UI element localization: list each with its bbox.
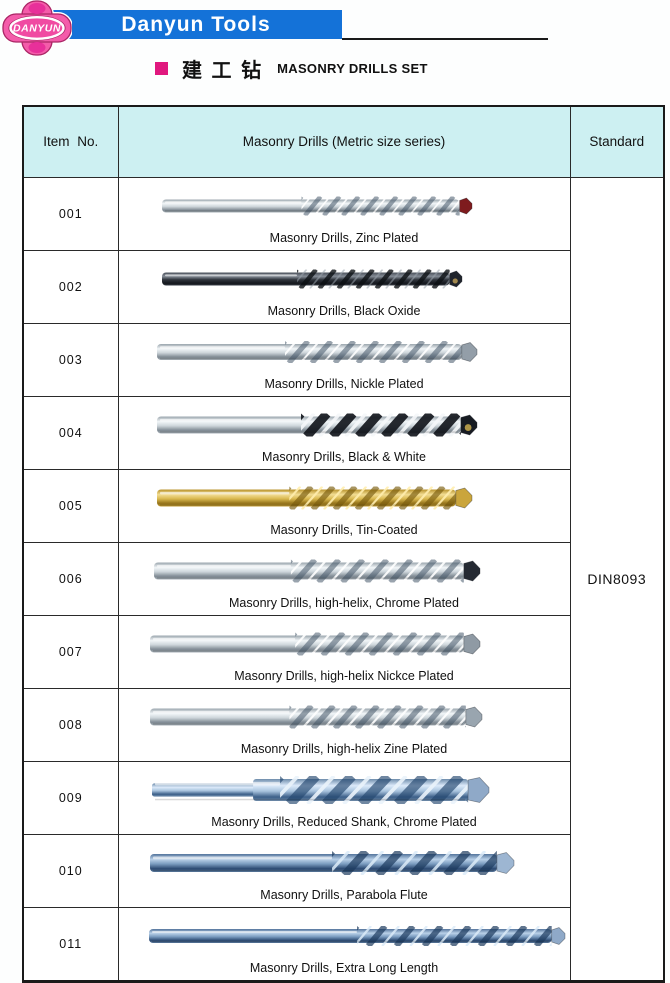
drill-caption: Masonry Drills, Black & White <box>262 449 426 464</box>
drill-caption: Masonry Drills, Black Oxide <box>267 303 421 318</box>
danyun-logo-icon: DANYUN <box>2 0 72 56</box>
subtitle-chinese: 建 工 钻 <box>182 59 264 82</box>
brand-name: Danyun Tools <box>121 12 271 36</box>
table-row-008: 008 Masonry Drills, high-helix Zine Plate… <box>22 687 664 762</box>
item-no-cell: 004 <box>22 395 119 470</box>
brand-bar: Danyun Tools <box>50 10 342 39</box>
table-row-003: 003 Masonry Drills, Nickle Plated <box>22 322 664 397</box>
drill-caption: Masonry Drills, Parabola Flute <box>260 887 428 902</box>
table-row-011: 011 Masonry Drills, Extra Long Length <box>22 906 664 982</box>
table-row-007: 007 Masonry Drills, high-helix Nickce Pla… <box>22 614 664 689</box>
product-cell: Masonry Drills, Black & White <box>117 395 571 470</box>
brand-underline <box>342 38 548 40</box>
drill-caption: Masonry Drills, Tin-Coated <box>270 522 418 537</box>
subtitle-english: MASONRY DRILLS SET <box>277 60 428 76</box>
col-header-main: Masonry Drills (Metric size series) <box>117 105 571 178</box>
product-cell: Masonry Drills, high-helix Zine Plated <box>117 687 571 762</box>
product-cell: Masonry Drills, Extra Long Length <box>117 906 571 982</box>
drill-caption: Masonry Drills, high-helix Zine Plated <box>240 741 448 756</box>
item-no-cell: 002 <box>22 249 119 324</box>
drill-caption: Masonry Drills, high-helix Nickce Plated <box>234 668 454 683</box>
standard-cell: DIN8093 <box>569 176 665 982</box>
bullet-square-icon <box>155 61 168 75</box>
table-row-006: 006 Masonry Drills, high-helix, Chrome Pl… <box>22 541 664 616</box>
drill-caption: Masonry Drills, Extra Long Length <box>249 960 439 975</box>
product-table: Item No. Masonry Drills (Metric size ser… <box>22 105 665 983</box>
drill-caption: Masonry Drills, Zinc Plated <box>269 230 419 245</box>
logo-text: DANYUN <box>13 23 61 35</box>
item-no-cell: 009 <box>22 760 119 835</box>
drill-caption: Masonry Drills, Reduced Shank, Chrome Pl… <box>211 814 477 829</box>
item-no-cell: 007 <box>22 614 119 689</box>
product-cell: Masonry Drills, high-helix Nickce Plated <box>117 614 571 689</box>
product-cell: Masonry Drills, Tin-Coated <box>117 468 571 543</box>
item-no-cell: 005 <box>22 468 119 543</box>
item-no-cell: 001 <box>22 176 119 251</box>
product-cell: Masonry Drills, high-helix, Chrome Plate… <box>117 541 571 616</box>
product-cell: Masonry Drills, Nickle Plated <box>117 322 571 397</box>
product-cell: Masonry Drills, Parabola Flute <box>117 833 571 908</box>
product-cell: Masonry Drills, Zinc Plated <box>117 176 571 251</box>
col-header-item-no: Item No. <box>22 105 119 178</box>
item-no-cell: 008 <box>22 687 119 762</box>
item-no-cell: 011 <box>22 906 119 982</box>
drill-caption: Masonry Drills, high-helix, Chrome Plate… <box>229 595 459 610</box>
product-cell: Masonry Drills, Reduced Shank, Chrome Pl… <box>117 760 571 835</box>
item-no-cell: 010 <box>22 833 119 908</box>
table-header-row: Item No. Masonry Drills (Metric size ser… <box>22 105 665 178</box>
item-no-cell: 003 <box>22 322 119 397</box>
table-row-004: 004 Masonry Drills, Black & White <box>22 395 664 470</box>
col-header-standard: Standard <box>569 105 665 178</box>
table-row-010: 010 Masonry Drills, Parabola Flute <box>22 833 664 908</box>
product-cell: Masonry Drills, Black Oxide <box>117 249 571 324</box>
item-no-cell: 006 <box>22 541 119 616</box>
table-row-009: 009 Masonry Drills, Reduced Shank, Chrome… <box>22 760 664 835</box>
table-row-005: 005 Masonry Drills, Tin-Coated <box>22 468 664 543</box>
table-row-002: 002 Masonry Drills, Black Oxide <box>22 249 664 324</box>
table-row-001: 001 Masonry Drills, Zinc Plated DIN8093 <box>22 176 665 982</box>
subtitle: 建 工 钻 MASONRY DRILLS SET <box>155 55 428 82</box>
drill-caption: Masonry Drills, Nickle Plated <box>264 376 424 391</box>
